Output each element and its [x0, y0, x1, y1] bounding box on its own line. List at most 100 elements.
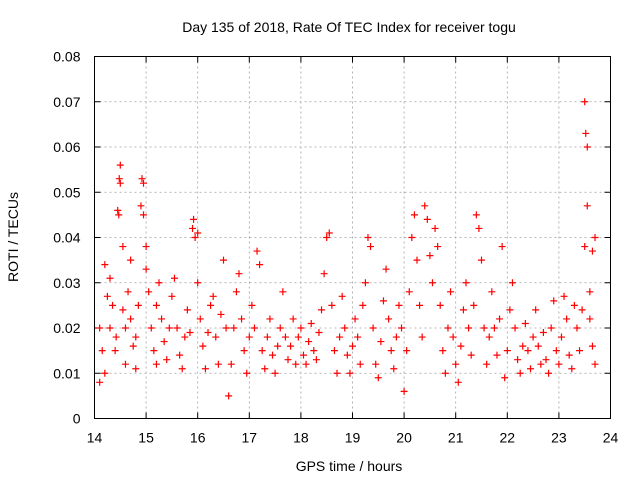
data-point-plus [387, 347, 395, 355]
data-point-plus [390, 365, 398, 373]
data-point-plus [578, 306, 586, 314]
data-point-plus [183, 306, 191, 314]
data-point-plus [382, 265, 390, 273]
data-point-plus [351, 315, 359, 323]
data-point-plus [112, 333, 120, 341]
data-point-plus [114, 206, 122, 214]
data-point-plus [292, 360, 300, 368]
data-point-plus [173, 324, 181, 332]
x-tick-label: 18 [293, 430, 309, 446]
data-point-plus [147, 324, 155, 332]
data-point-plus [583, 143, 591, 151]
x-tick-label: 19 [345, 430, 361, 446]
data-point-plus [338, 292, 346, 300]
data-point-plus [204, 329, 212, 337]
data-point-plus [408, 234, 416, 241]
data-point-plus [333, 369, 341, 377]
data-point-plus [263, 333, 271, 341]
data-point-plus [555, 360, 563, 368]
data-point-plus [222, 324, 230, 332]
data-point-plus [457, 342, 465, 350]
data-point-plus [480, 324, 488, 332]
data-point-plus [568, 365, 576, 373]
data-point-plus [176, 351, 184, 359]
data-point-plus [115, 175, 123, 183]
data-point-plus [560, 292, 568, 300]
data-point-plus [281, 333, 289, 341]
data-point-plus [163, 356, 171, 364]
data-point-plus [189, 224, 197, 232]
y-tick-label: 0.04 [53, 230, 80, 246]
data-point-plus [550, 297, 558, 305]
data-point-plus [209, 292, 217, 300]
data-point-plus [150, 347, 158, 355]
y-tick-label: 0.08 [53, 49, 80, 65]
data-point-plus [349, 342, 356, 350]
data-point-plus [359, 301, 367, 309]
y-axis-label: ROTI / TECUs [5, 192, 21, 282]
data-point-plus [160, 338, 168, 346]
data-point-plus [570, 301, 578, 309]
data-point-plus [250, 324, 258, 332]
data-point-plus [274, 342, 282, 350]
data-point-plus [356, 360, 364, 368]
data-point-plus [534, 342, 542, 350]
data-point-plus [214, 360, 222, 368]
data-point-plus [431, 224, 439, 232]
data-point-plus [330, 347, 338, 355]
data-point-plus [398, 324, 406, 332]
data-point-plus [377, 338, 385, 346]
data-point-plus [416, 301, 424, 309]
data-point-plus [111, 347, 119, 355]
data-point-plus [576, 347, 584, 355]
data-point-plus [586, 288, 594, 296]
data-point-plus [418, 333, 426, 341]
data-point-plus [508, 279, 516, 287]
data-point-plus [225, 392, 233, 400]
data-point-plus [423, 215, 431, 223]
data-point-plus [586, 315, 594, 323]
data-point-plus [403, 347, 411, 355]
data-point-plus [582, 129, 590, 137]
data-point-plus [459, 306, 467, 314]
data-point-plus [498, 243, 506, 251]
data-point-plus [413, 256, 421, 264]
x-tick-label: 17 [242, 430, 258, 446]
data-point-plus [142, 265, 150, 273]
data-point-plus [134, 301, 142, 309]
data-point-plus [465, 324, 473, 332]
data-point-plus [426, 252, 434, 260]
data-point-plus [392, 333, 400, 341]
data-point-plus [140, 211, 148, 219]
y-tick-label: 0.05 [53, 184, 80, 200]
data-point-plus [516, 369, 524, 377]
data-point-plus [588, 247, 596, 255]
data-point-plus [194, 229, 202, 237]
x-tick-label: 16 [190, 430, 206, 446]
data-point-plus [106, 324, 114, 332]
data-point-plus [343, 351, 351, 359]
data-point-plus [115, 211, 123, 219]
y-tick-label: 0.01 [53, 365, 80, 381]
data-point-plus [318, 306, 326, 314]
data-point-plus [447, 288, 455, 296]
data-point-plus [385, 315, 393, 323]
data-point-plus [320, 270, 328, 278]
data-point-plus [488, 288, 496, 296]
data-point-plus [462, 279, 470, 287]
data-point-plus [121, 360, 129, 368]
data-point-plus [315, 329, 323, 337]
data-point-plus [323, 234, 331, 241]
data-point-plus [478, 256, 485, 264]
data-point-plus [109, 301, 117, 309]
data-point-plus [547, 324, 555, 332]
data-point-plus [361, 279, 369, 287]
x-tick-label: 14 [87, 430, 103, 446]
data-point-plus [379, 297, 387, 305]
data-point-plus [101, 369, 109, 377]
data-point-plus [581, 243, 589, 251]
data-point-plus [307, 319, 315, 327]
data-point-plus [521, 319, 529, 327]
data-point-plus [367, 243, 375, 251]
data-point-plus [96, 324, 104, 332]
